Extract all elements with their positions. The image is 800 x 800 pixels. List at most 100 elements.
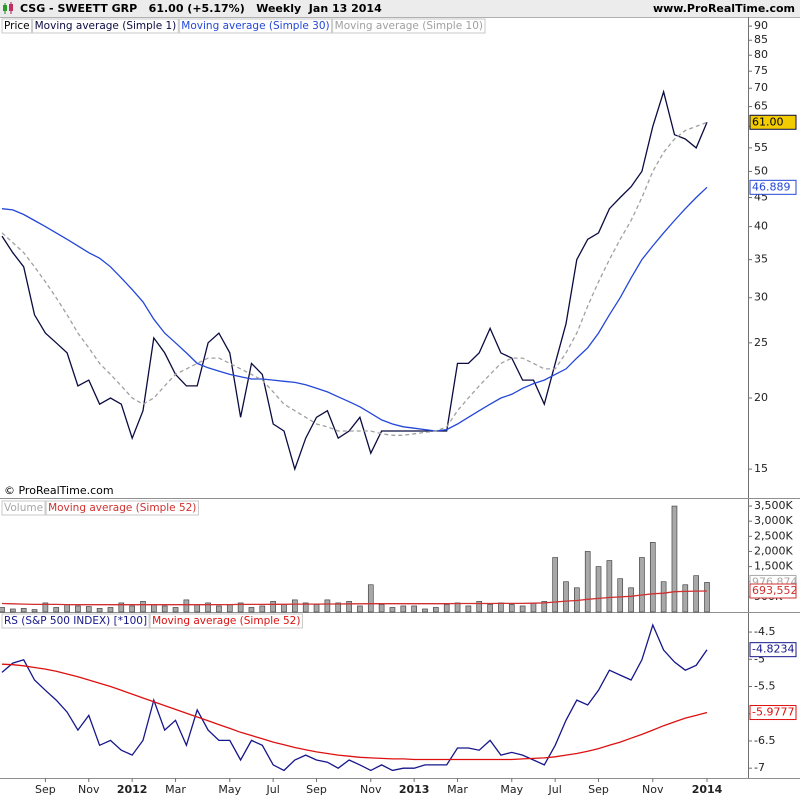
series-line <box>1 590 708 606</box>
legend-box <box>1 500 46 516</box>
series-line <box>1 663 708 761</box>
legend-entry: Price <box>4 20 30 32</box>
y-tick-label: 85 <box>754 33 768 46</box>
volume-bar <box>64 604 70 613</box>
header-bar <box>0 0 800 17</box>
legend-box <box>149 613 303 629</box>
last-value-label: -4.8234 <box>752 643 794 656</box>
x-tick-label: Sep <box>306 783 327 796</box>
volume-bar <box>346 601 352 613</box>
x-tick-label: Nov <box>360 783 382 796</box>
volume-bar <box>595 566 602 613</box>
volume-bar <box>487 604 493 613</box>
y-tick-label: 90 <box>754 19 768 32</box>
header-title: CSG - SWEETT GRP 61.00 (+5.17%) Weekly J… <box>20 2 382 15</box>
last-value-label: 693,552 <box>752 584 798 597</box>
y-tick-label: 2,000K <box>754 544 793 557</box>
volume-bar <box>433 607 439 613</box>
last-value-box <box>749 705 797 721</box>
volume-bar <box>259 605 266 613</box>
volume-bar <box>302 602 309 613</box>
volume-bar <box>151 604 157 613</box>
y-tick-label: 1,500K <box>754 560 793 573</box>
volume-bar <box>649 542 656 613</box>
copyright: © ProRealTime.com <box>4 484 114 497</box>
volume-bar <box>118 602 125 613</box>
volume-bar <box>660 581 667 613</box>
volume-bar <box>465 605 472 613</box>
volume-bar <box>400 605 407 613</box>
volume-bar <box>617 578 624 613</box>
volume-bar <box>476 601 483 613</box>
volume-bar <box>378 604 385 613</box>
x-tick-label: Mar <box>165 783 186 796</box>
volume-bar <box>422 608 428 613</box>
volume-bar <box>367 584 374 613</box>
volume-bar <box>10 608 16 613</box>
volume-bar <box>519 605 526 613</box>
legend-entry: Moving average (Simple 52) <box>152 615 300 627</box>
header-site: www.ProRealTime.com <box>653 2 795 15</box>
volume-bar <box>389 607 396 613</box>
volume-bar <box>31 609 38 613</box>
legend-box <box>1 613 150 629</box>
volume-bar <box>96 608 103 613</box>
volume-bar <box>281 604 287 613</box>
legend-entry: RS (S&P 500 INDEX) [*100] <box>4 615 147 627</box>
legend-entry: Volume <box>4 502 43 514</box>
last-value-box <box>749 642 797 658</box>
volume-bar <box>42 602 49 613</box>
last-value-box <box>749 114 797 130</box>
legend-entry: Moving average (Simple 10) <box>335 20 483 32</box>
volume-bar <box>216 605 222 613</box>
x-tick-label: Nov <box>78 783 100 796</box>
legend-entry: Moving average (Simple 30) <box>181 20 329 32</box>
legend-box <box>178 18 333 34</box>
y-tick-label: -7 <box>754 761 765 774</box>
volume-bar <box>704 582 710 613</box>
y-tick-label: 55 <box>754 141 768 154</box>
series-line <box>1 186 708 432</box>
volume-bar <box>53 607 60 613</box>
volume-bar <box>454 602 461 613</box>
volume-bar <box>129 605 135 613</box>
x-tick-label: Sep <box>35 783 56 796</box>
last-value-box <box>749 179 797 195</box>
volume-bar <box>140 601 146 613</box>
y-tick-label: 75 <box>754 64 768 77</box>
volume-bar <box>161 605 168 613</box>
volume-bar <box>324 599 331 613</box>
volume-bar <box>270 601 276 613</box>
volume-bar <box>498 602 504 613</box>
volume-bar <box>335 602 342 613</box>
legend-entry: Moving average (Simple 52) <box>48 502 196 514</box>
volume-bar <box>584 551 591 613</box>
volume-bar <box>237 602 244 613</box>
volume-bar <box>205 602 211 613</box>
y-tick-label: 25 <box>754 336 768 349</box>
y-tick-label: 50 <box>754 164 768 177</box>
volume-bar <box>20 608 27 613</box>
x-tick-label: 2014 <box>692 783 723 796</box>
x-tick-label: May <box>500 783 523 796</box>
y-tick-label: -6.5 <box>754 734 775 747</box>
volume-bar <box>183 599 190 613</box>
volume-bar <box>443 604 450 613</box>
volume-bar <box>541 601 548 613</box>
candle-icon <box>3 2 13 14</box>
volume-bar <box>552 557 558 613</box>
y-tick-label: 15 <box>754 462 768 475</box>
volume-bar <box>530 602 537 613</box>
legend-box <box>332 18 486 34</box>
volume-bar <box>226 604 233 613</box>
volume-bar <box>563 581 569 613</box>
x-tick-label: Jul <box>548 783 562 796</box>
x-tick-label: Jul <box>266 783 280 796</box>
y-tick-label: 35 <box>754 253 768 266</box>
volume-bar <box>508 604 515 613</box>
y-tick-label: 70 <box>754 81 768 94</box>
series-line <box>1 121 708 436</box>
x-tick-label: Nov <box>642 783 664 796</box>
